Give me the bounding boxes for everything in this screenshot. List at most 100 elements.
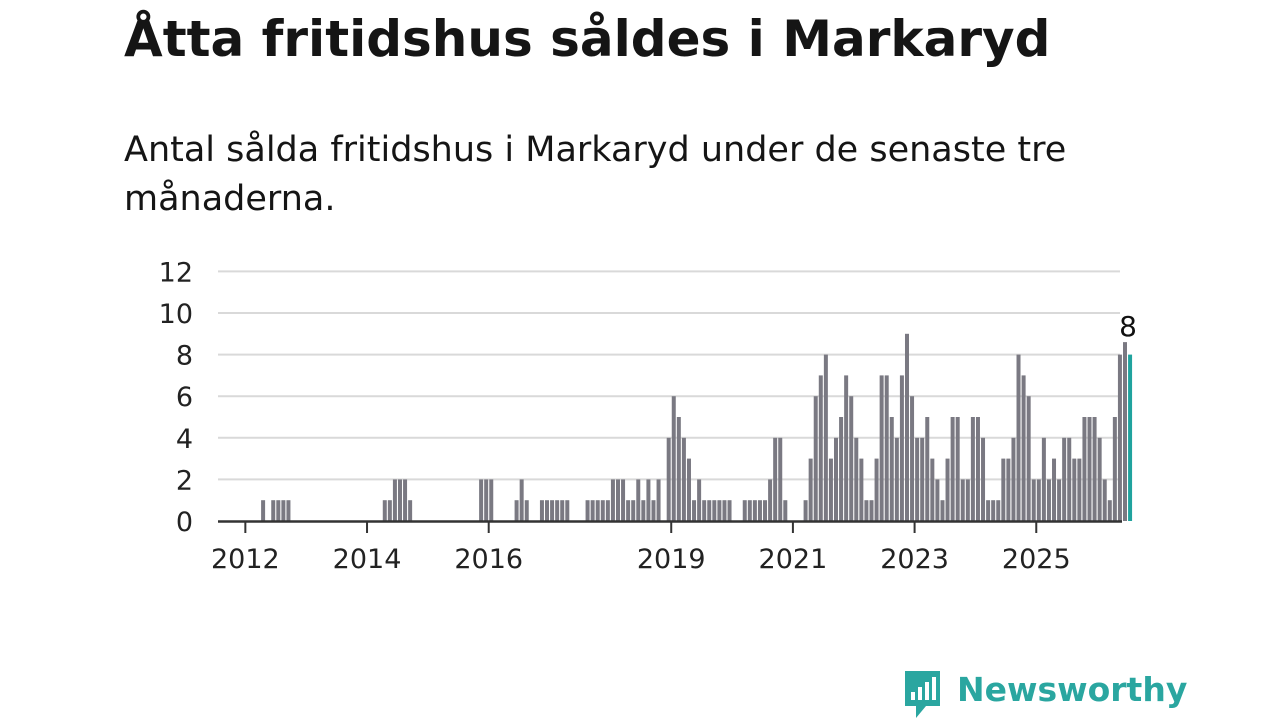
bar	[1082, 417, 1087, 521]
y-tick-label: 2	[176, 465, 193, 496]
bar	[1077, 458, 1082, 521]
bar	[382, 500, 387, 521]
bar	[707, 500, 712, 521]
bar	[828, 458, 833, 521]
bar	[656, 479, 661, 521]
bar	[697, 479, 702, 521]
bar	[1112, 417, 1117, 521]
bar-chart: 0 2 4 6 8 10 12 2012 2014 2016 2019 2021 2023 2025 8	[159, 257, 1137, 575]
bar	[1046, 479, 1051, 521]
bar	[1021, 375, 1026, 521]
bar	[991, 500, 996, 521]
bar	[981, 437, 986, 521]
x-tick-label: 2012	[211, 544, 280, 575]
bar	[712, 500, 717, 521]
bar	[975, 417, 980, 521]
bar	[616, 479, 620, 521]
bar	[818, 375, 823, 521]
bar	[752, 500, 757, 521]
bar	[636, 479, 641, 521]
bar	[702, 500, 707, 521]
bar	[484, 479, 489, 521]
bar	[970, 417, 975, 521]
bar	[915, 437, 920, 521]
bar	[808, 458, 813, 521]
bar	[945, 458, 950, 521]
y-axis-ticks: 0 2 4 6 8 10 12	[159, 257, 193, 538]
bar	[839, 417, 844, 521]
y-tick-label: 8	[176, 341, 193, 372]
chart-subtitle: Antal sålda fritidshus i Markaryd under …	[124, 130, 1067, 219]
bar	[676, 417, 681, 521]
y-tick-label: 10	[159, 299, 193, 330]
bar	[550, 500, 555, 521]
bar	[692, 500, 697, 521]
bar	[834, 437, 838, 521]
bar	[763, 500, 768, 521]
bars	[261, 333, 1133, 521]
bar	[935, 479, 940, 521]
bar	[560, 500, 565, 521]
bar	[960, 479, 965, 521]
bar	[1117, 354, 1122, 521]
x-tick-label: 2019	[637, 544, 706, 575]
bar	[747, 500, 752, 521]
bar	[686, 458, 691, 521]
bar	[955, 417, 960, 521]
bar	[565, 500, 570, 521]
bar	[621, 479, 626, 521]
bar	[1107, 500, 1112, 521]
bar	[626, 500, 631, 521]
bar	[930, 458, 935, 521]
bar	[1011, 437, 1016, 521]
bar	[271, 500, 276, 521]
bar	[727, 500, 732, 521]
bar	[1006, 458, 1011, 521]
x-tick-label: 2021	[759, 544, 828, 575]
bar	[844, 375, 849, 521]
bar	[1001, 458, 1006, 521]
bar	[590, 500, 595, 521]
bar	[489, 479, 494, 521]
bar	[1087, 417, 1092, 521]
bar	[605, 500, 610, 521]
bar	[879, 375, 884, 521]
bar	[387, 500, 392, 521]
y-tick-label: 12	[159, 257, 193, 288]
bar	[904, 333, 909, 521]
bar	[757, 500, 762, 521]
bar	[631, 500, 636, 521]
bar	[1057, 479, 1062, 521]
bar	[1097, 437, 1102, 521]
bar	[768, 479, 773, 521]
bar	[920, 437, 925, 521]
bar	[864, 500, 869, 521]
bar	[1092, 417, 1097, 521]
bar	[403, 479, 408, 521]
bar	[1123, 342, 1127, 521]
bar	[276, 500, 281, 521]
bar	[514, 500, 519, 521]
bar	[555, 500, 560, 521]
bar	[869, 500, 874, 521]
bar	[778, 437, 783, 521]
bar	[261, 500, 266, 521]
x-tick-label: 2025	[1002, 544, 1071, 575]
bar	[1026, 396, 1031, 521]
bar	[996, 500, 1001, 521]
bar	[986, 500, 991, 521]
bar	[610, 479, 615, 521]
chart-title: Åtta fritidshus såldes i Markaryd	[124, 10, 1051, 68]
bar	[408, 500, 413, 521]
bar	[874, 458, 879, 521]
bar	[1031, 479, 1036, 521]
x-axis-ticks: 2012 2014 2016 2019 2021 2023 2025	[211, 521, 1071, 575]
newsworthy-logo[interactable]: Newsworthy	[902, 668, 1187, 720]
bar	[519, 479, 524, 521]
bar	[646, 479, 651, 521]
bar	[281, 500, 286, 521]
bar	[545, 500, 550, 521]
bar	[600, 500, 605, 521]
highlight-bar	[1128, 354, 1133, 521]
bar	[1052, 458, 1057, 521]
